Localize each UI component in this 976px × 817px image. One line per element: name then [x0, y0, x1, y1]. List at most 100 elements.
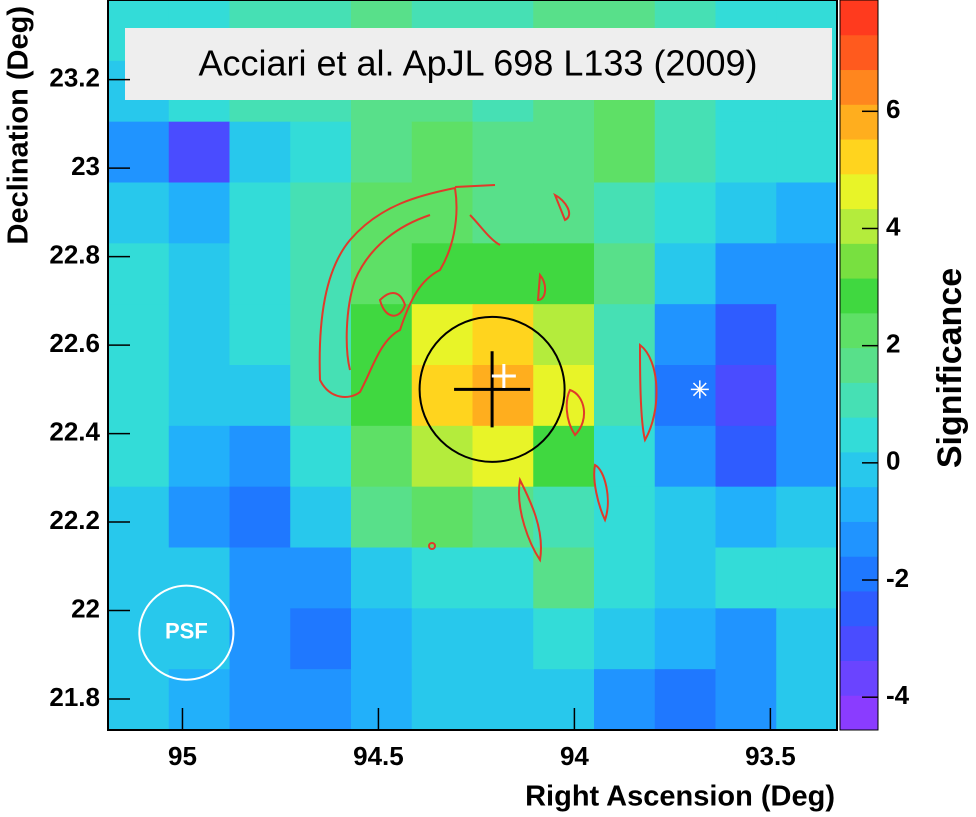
cell	[290, 121, 352, 183]
cell	[594, 365, 656, 427]
cell	[108, 121, 170, 183]
cell	[229, 182, 291, 244]
cell	[715, 121, 777, 183]
cell	[715, 243, 777, 305]
contour	[345, 214, 431, 371]
cell	[533, 669, 595, 730]
annotation: Acciari et al. ApJL 698 L133 (2009)	[198, 43, 757, 84]
y-tick-label: 22	[71, 593, 100, 623]
cell	[229, 243, 291, 305]
y-tick-label: 23.2	[49, 63, 100, 93]
cell	[472, 121, 534, 183]
cell	[715, 547, 777, 609]
colorbar-band	[840, 173, 878, 210]
colorbar-tick-label: 0	[886, 446, 900, 476]
cell	[229, 425, 291, 488]
cell	[351, 365, 413, 427]
heatmap	[108, 0, 837, 730]
cell	[533, 486, 595, 548]
plot-frame	[107, 0, 838, 731]
cell	[472, 243, 534, 305]
cell	[411, 608, 473, 670]
star-marker	[690, 380, 709, 399]
colorbar-band	[840, 521, 878, 557]
colorbar-band	[840, 139, 878, 175]
cell	[594, 182, 656, 244]
contours	[318, 184, 658, 563]
y-tick-label: 21.8	[49, 682, 100, 712]
x-tick-label: 94	[560, 741, 589, 771]
cell	[715, 182, 777, 244]
cell	[108, 304, 170, 366]
white-cross	[491, 364, 516, 389]
cell	[411, 243, 473, 305]
cell	[290, 669, 352, 730]
colorbar-tick-label: 4	[886, 211, 901, 241]
cell	[776, 608, 837, 670]
colorbar-band	[840, 69, 878, 105]
cell	[108, 669, 170, 730]
cell	[654, 608, 716, 670]
colorbar-band	[840, 208, 878, 244]
cell	[229, 365, 291, 427]
cell	[351, 425, 413, 488]
cell	[168, 182, 230, 244]
cell	[776, 486, 837, 548]
cell	[654, 121, 716, 183]
y-tick-label: 22.8	[49, 239, 100, 269]
cell	[411, 304, 473, 366]
cell	[594, 243, 656, 305]
colorbar-band	[840, 660, 878, 696]
cell	[715, 365, 777, 427]
colorbar-band	[840, 104, 878, 140]
colorbar-title: Significance	[931, 268, 969, 468]
cell	[229, 304, 291, 366]
cell	[168, 243, 230, 305]
cell	[533, 608, 595, 670]
x-tick-label: 95	[168, 741, 197, 771]
colorbar-band	[840, 417, 878, 453]
cell	[594, 608, 656, 670]
cell	[533, 182, 595, 244]
cell	[229, 608, 291, 670]
cell	[776, 425, 837, 488]
cell	[290, 425, 352, 488]
cell	[290, 608, 352, 670]
cell	[108, 425, 170, 488]
colorbar-tick-label: -4	[886, 680, 910, 710]
cell	[776, 669, 837, 730]
cell	[472, 425, 534, 488]
cell	[472, 547, 534, 609]
psf-circle	[138, 584, 235, 681]
annotation-box	[125, 28, 832, 100]
cell	[715, 608, 777, 670]
cell	[229, 547, 291, 609]
cell	[411, 486, 473, 548]
cell	[594, 304, 656, 366]
colorbar-frame	[839, 0, 879, 731]
cell	[168, 304, 230, 366]
cell	[229, 669, 291, 730]
cell	[229, 486, 291, 548]
cell	[654, 182, 716, 244]
cell	[108, 608, 170, 670]
cell	[594, 547, 656, 609]
cell	[168, 486, 230, 548]
cell	[654, 304, 716, 366]
contour	[469, 192, 571, 302]
cell	[351, 669, 413, 730]
cell	[654, 365, 716, 427]
cell	[472, 486, 534, 548]
cell	[290, 365, 352, 427]
source-circle	[418, 315, 566, 463]
contour	[318, 186, 458, 398]
cell	[776, 365, 837, 427]
overlays: PSF	[138, 315, 709, 681]
cell	[351, 608, 413, 670]
cell	[351, 486, 413, 548]
y-tick-label: 22.2	[49, 505, 100, 535]
contour	[518, 476, 542, 563]
cell	[654, 425, 716, 488]
cell	[108, 182, 170, 244]
